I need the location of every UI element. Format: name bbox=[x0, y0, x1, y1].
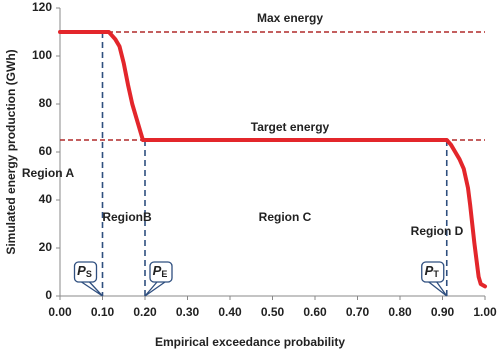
region-label: Region D bbox=[411, 224, 464, 238]
x-tick-label: 0.40 bbox=[218, 305, 242, 319]
y-tick-label: 100 bbox=[32, 48, 52, 62]
callout-pointer bbox=[144, 281, 166, 297]
region-label: Region C bbox=[259, 210, 312, 224]
x-tick-label: 0.50 bbox=[261, 305, 285, 319]
x-tick-label: 0.70 bbox=[346, 305, 370, 319]
callout-symbol: P bbox=[425, 263, 434, 278]
x-tick-label: 0.90 bbox=[431, 305, 455, 319]
callout-pointer bbox=[81, 281, 103, 297]
reference-label: Target energy bbox=[251, 120, 330, 134]
y-tick-label: 120 bbox=[32, 0, 52, 14]
callout-subscript: S bbox=[86, 269, 92, 279]
x-tick-label: 0.00 bbox=[48, 305, 72, 319]
callout-box bbox=[149, 261, 173, 283]
region-label: RegionB bbox=[102, 210, 152, 224]
x-tick-label: 0.30 bbox=[176, 305, 200, 319]
y-tick-label: 80 bbox=[39, 96, 53, 110]
callout-box bbox=[73, 261, 98, 283]
callout-label: PT bbox=[425, 263, 440, 279]
y-tick-label: 40 bbox=[39, 192, 53, 206]
region-label: Region A bbox=[22, 166, 75, 180]
callout-pointer bbox=[428, 281, 448, 297]
x-tick-label: 0.60 bbox=[303, 305, 327, 319]
y-tick-label: 20 bbox=[39, 240, 53, 254]
callout-label: PS bbox=[77, 263, 92, 279]
y-tick-label: 60 bbox=[39, 144, 53, 158]
y-axis-title: Simulated energy production (GWh) bbox=[4, 49, 18, 254]
callout-symbol: P bbox=[77, 263, 86, 278]
x-tick-label: 0.10 bbox=[91, 305, 115, 319]
callout-symbol: P bbox=[153, 263, 162, 278]
callout-box bbox=[421, 261, 445, 283]
x-tick-label: 0.80 bbox=[388, 305, 412, 319]
x-tick-label: 0.20 bbox=[133, 305, 157, 319]
y-tick-label: 0 bbox=[45, 288, 52, 302]
callout-label: PE bbox=[153, 263, 168, 279]
callout-subscript: T bbox=[433, 269, 439, 279]
data-line bbox=[58, 30, 487, 289]
reference-label: Max energy bbox=[257, 11, 323, 25]
callout-subscript: E bbox=[161, 269, 167, 279]
x-tick-label: 1.00 bbox=[473, 305, 497, 319]
x-axis-title: Empirical exceedance probability bbox=[155, 335, 345, 349]
